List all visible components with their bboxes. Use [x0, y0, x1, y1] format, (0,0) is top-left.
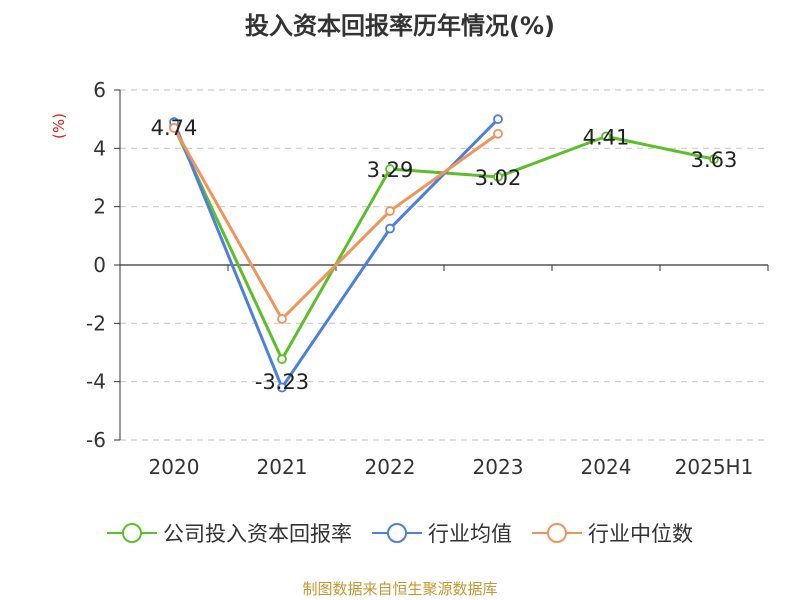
x-tick-label: 2022: [365, 455, 416, 479]
y-tick-label: 0: [93, 253, 106, 277]
x-tick-label: 2021: [257, 455, 308, 479]
legend: 公司投入资本回报率 行业均值 行业中位数: [0, 518, 800, 548]
legend-symbol-industry-mean: [372, 523, 422, 543]
y-tick-label: 4: [93, 136, 106, 160]
y-tick-label: -4: [86, 370, 106, 394]
data-point: [277, 382, 287, 393]
data-point: [385, 223, 395, 234]
x-tick-label: 2023: [473, 455, 524, 479]
source-note: 制图数据来自恒生聚源数据库: [302, 580, 498, 598]
data-point: [385, 164, 395, 174]
data-point: [385, 206, 395, 216]
chart-title: 投入资本回报率历年情况(%): [245, 12, 555, 40]
x-tick-label: 2020: [149, 455, 200, 479]
data-label: 3.63: [691, 148, 738, 172]
legend-item-industry-median[interactable]: 行业中位数: [532, 518, 693, 548]
legend-label-industry-mean: 行业均值: [428, 522, 512, 546]
y-tick-label: 6: [93, 78, 106, 102]
legend-item-company[interactable]: 公司投入资本回报率: [107, 518, 352, 548]
x-tick-label: 2025H1: [675, 455, 754, 479]
data-label: 4.74: [151, 116, 198, 140]
y-tick-label: -6: [86, 428, 106, 452]
data-point: [493, 128, 503, 139]
series-line: [172, 127, 499, 321]
x-tick-label: 2024: [581, 455, 632, 479]
y-tick-label: -2: [86, 311, 106, 335]
data-label: 3.29: [367, 158, 414, 182]
legend-label-company: 公司投入资本回报率: [163, 522, 352, 546]
data-point: [169, 123, 179, 133]
legend-label-industry-median: 行业中位数: [588, 522, 693, 546]
data-label: -3.23: [255, 370, 309, 394]
data-point: [493, 114, 503, 125]
y-axis-label: (%): [50, 113, 68, 139]
data-point: [493, 172, 503, 182]
data-point: [601, 131, 611, 142]
series-line: [172, 118, 500, 389]
legend-symbol-industry-median: [532, 523, 582, 543]
data-point: [709, 154, 719, 165]
data-point: [277, 314, 287, 324]
legend-item-industry-mean[interactable]: 行业均值: [372, 518, 512, 548]
data-label: 4.41: [583, 125, 630, 149]
data-point: [277, 354, 287, 365]
y-tick-label: 2: [93, 195, 106, 219]
legend-symbol-company: [107, 523, 157, 543]
data-label: 3.02: [475, 166, 522, 190]
